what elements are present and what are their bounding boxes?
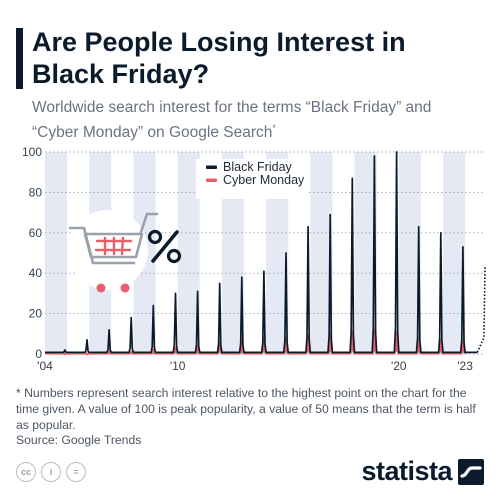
- black-friday-partial-line: [476, 267, 486, 353]
- legend: Black Friday Cyber Monday: [196, 159, 308, 199]
- y-axis-labels: 0 20 40 60 80 100: [22, 145, 42, 361]
- x-tick-label: '20: [391, 359, 407, 373]
- shopping-cart-percent-icon: [68, 210, 182, 293]
- legend-swatch-cyber-monday: [206, 178, 217, 182]
- x-tick-label: '23: [457, 359, 473, 373]
- year-band: [45, 152, 68, 354]
- y-tick-label: 80: [29, 185, 43, 199]
- cart-handle: [139, 212, 159, 234]
- statista-brand[interactable]: statista: [361, 456, 484, 487]
- cart-basket: [83, 232, 144, 259]
- black-friday-line: [45, 151, 478, 354]
- subtitle-footnote-mark: *: [272, 123, 276, 133]
- cart-wheel-right: [120, 283, 130, 293]
- search-interest-chart: 0 20 40 60 80 100 '04 '10 '20 '23 Black Friday C…: [22, 145, 486, 373]
- statista-logo-icon: [458, 458, 484, 485]
- subtitle-text: Worldwide search interest for the terms …: [32, 99, 432, 142]
- legend-label-black-friday: Black Friday: [223, 160, 293, 174]
- year-band: [398, 152, 421, 354]
- y-tick-label: 100: [22, 145, 42, 159]
- year-band: [221, 152, 244, 354]
- year-band: [310, 152, 333, 354]
- brand-wordmark: statista: [361, 456, 452, 486]
- x-axis-labels: '04 '10 '20 '23: [37, 359, 473, 373]
- license-icons: cc i =: [16, 462, 86, 482]
- chart-title: Are People Losing Interest in Black Frid…: [32, 27, 406, 89]
- year-band: [177, 152, 200, 354]
- x-tick-label: '10: [170, 359, 186, 373]
- percent-sign-icon: [147, 229, 182, 264]
- chart-subtitle: Worldwide search interest for the terms …: [32, 98, 482, 143]
- y-tick-label: 40: [29, 266, 43, 280]
- cart-wheel-left: [96, 283, 106, 293]
- x-tick-label: '04: [37, 359, 53, 373]
- source-text: Source: Google Trends: [16, 433, 142, 447]
- y-tick-label: 60: [29, 226, 43, 240]
- no-derivatives-icon[interactable]: =: [66, 462, 86, 482]
- legend-swatch-black-friday: [206, 165, 217, 169]
- year-band: [266, 152, 289, 354]
- chart-footnote: * Numbers represent search interest rela…: [16, 386, 476, 432]
- attribution-icon[interactable]: i: [41, 462, 61, 482]
- series-black-friday: [45, 151, 486, 354]
- y-tick-label: 0: [35, 347, 42, 361]
- year-band: [354, 152, 377, 354]
- legend-label-cyber-monday: Cyber Monday: [223, 173, 305, 187]
- year-band: [442, 152, 466, 354]
- cc-license-icon[interactable]: cc: [16, 462, 36, 482]
- title-accent-bar: [16, 28, 23, 89]
- year-bands: [45, 152, 466, 354]
- y-tick-label: 20: [29, 307, 43, 321]
- cart-grid-lines: [94, 236, 133, 256]
